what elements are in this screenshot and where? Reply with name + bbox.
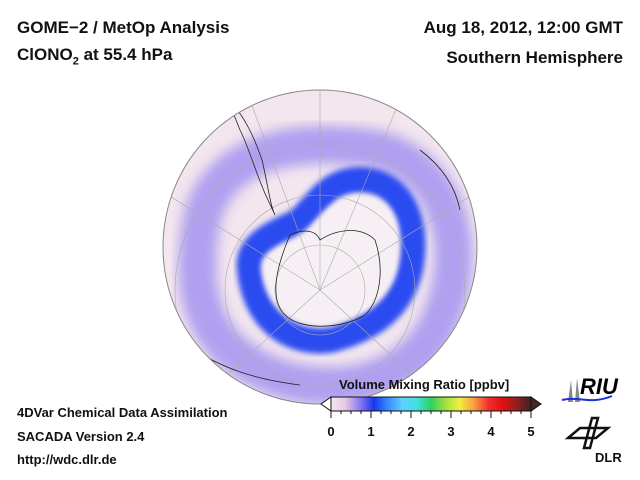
species-prefix: ClONO bbox=[17, 45, 73, 64]
date-label: Aug 18, 2012, 12:00 GMT bbox=[423, 18, 623, 37]
colorbar-title: Volume Mixing Ratio [ppbv] bbox=[339, 377, 510, 392]
colorbar-tick-label: 0 bbox=[327, 424, 335, 439]
colorbar-bar bbox=[330, 396, 532, 412]
colorbar-tick-label: 4 bbox=[487, 424, 495, 439]
colorbar-tick-label: 3 bbox=[447, 424, 455, 439]
svg-text:RIU: RIU bbox=[580, 374, 619, 399]
riu-logo: RIU bbox=[561, 374, 619, 402]
colorbar bbox=[320, 396, 542, 418]
colorbar-tick-label: 1 bbox=[367, 424, 375, 439]
species-suffix: at 55.4 hPa bbox=[78, 45, 173, 64]
colorbar-min-arrow bbox=[320, 396, 332, 412]
title-line1: GOME−2 / MetOp Analysis bbox=[17, 18, 230, 37]
vortex-edge-ring bbox=[236, 166, 426, 354]
dlr-logo: DLR bbox=[564, 416, 622, 465]
footer-version: SACADA Version 2.4 bbox=[17, 429, 145, 444]
colorbar-tick-label: 5 bbox=[527, 424, 535, 439]
footer-url[interactable]: http://wdc.dlr.de bbox=[17, 452, 117, 467]
species-subscript: 2 bbox=[72, 55, 79, 68]
colorbar-tick-label: 2 bbox=[407, 424, 415, 439]
svg-text:DLR: DLR bbox=[595, 450, 622, 465]
colorbar-max-arrow bbox=[530, 396, 542, 412]
footer-method: 4DVar Chemical Data Assimilation bbox=[17, 405, 228, 420]
globe-outline bbox=[162, 89, 478, 405]
species-label: ClONO2 at 55.4 hPa bbox=[17, 45, 172, 67]
region-label: Southern Hemisphere bbox=[446, 48, 623, 67]
